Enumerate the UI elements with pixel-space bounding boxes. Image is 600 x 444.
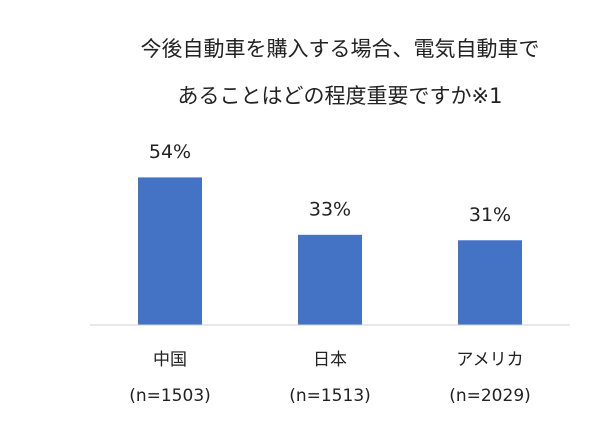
x-tick-label: アメリカ [456, 350, 523, 370]
value-label: 54% [149, 141, 191, 163]
x-tick-label: (n=1513) [289, 386, 371, 406]
x-tick-label: (n=2029) [449, 386, 531, 406]
bar [138, 177, 202, 325]
bar [458, 240, 522, 325]
value-label: 31% [469, 204, 511, 226]
bar [298, 234, 362, 325]
chart-title: 今後自動車を購入する場合、電気自動車で [141, 37, 540, 61]
x-tick-label: 中国 [153, 350, 187, 370]
chart-title: あることはどの程度重要ですか※1 [178, 84, 503, 108]
x-tick-label: (n=1503) [129, 386, 211, 406]
x-tick-label: 日本 [313, 350, 347, 370]
value-label: 33% [309, 198, 351, 220]
